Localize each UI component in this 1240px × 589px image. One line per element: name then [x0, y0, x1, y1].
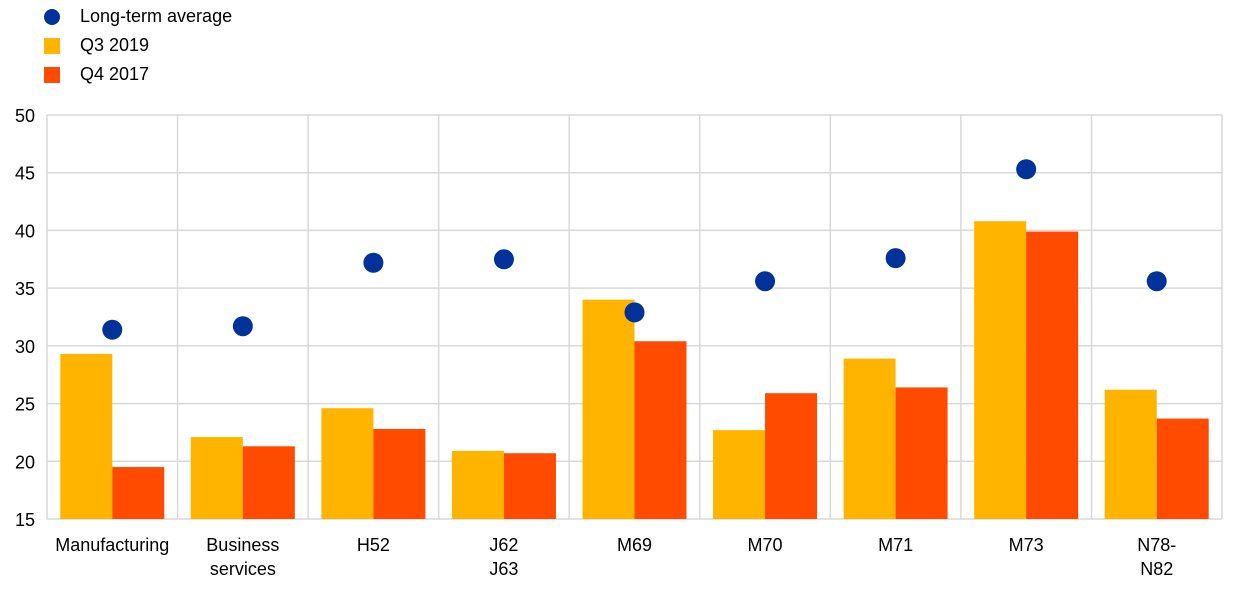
- legend-item-q4-2017: Q4 2017: [44, 60, 232, 89]
- dot-long-term-average: [1146, 271, 1167, 292]
- x-tick-label: services: [210, 559, 276, 579]
- bar-q3-2019: [1104, 389, 1157, 519]
- x-tick-label: J63: [489, 559, 518, 579]
- bar-q4-2017: [1026, 231, 1079, 519]
- legend-item-long-term-average: Long-term average: [44, 2, 232, 31]
- x-tick-label: N82: [1140, 559, 1173, 579]
- x-tick-label: M73: [1009, 535, 1044, 555]
- bar-q4-2017: [1156, 418, 1209, 519]
- y-tick-label: 15: [15, 510, 35, 530]
- dot-long-term-average: [1016, 159, 1037, 180]
- bar-q3-2019: [974, 221, 1027, 520]
- x-tick-label: J62: [489, 535, 518, 555]
- dot-long-term-average: [493, 249, 514, 270]
- x-tick-label: N78-: [1137, 535, 1176, 555]
- y-tick-label: 25: [15, 395, 35, 415]
- dot-long-term-average: [232, 316, 253, 337]
- legend-swatch-long-term-average: [44, 8, 60, 25]
- legend-label: Q4 2017: [80, 64, 150, 84]
- dot-long-term-average: [624, 302, 645, 323]
- dot-long-term-average: [755, 271, 776, 292]
- bar-q4-2017: [895, 387, 948, 519]
- bar-q3-2019: [843, 358, 896, 519]
- dot-long-term-average: [363, 252, 384, 273]
- bar-q3-2019: [60, 353, 113, 519]
- chart-legend: Long-term average Q3 2019 Q4 2017: [44, 2, 232, 89]
- bar-q4-2017: [634, 341, 687, 519]
- bar-q3-2019: [582, 299, 635, 519]
- bar-q4-2017: [503, 453, 556, 519]
- y-tick-label: 50: [15, 106, 35, 126]
- x-tick-label: M70: [748, 535, 783, 555]
- bar-q4-2017: [373, 428, 426, 519]
- y-tick-label: 30: [15, 337, 35, 357]
- y-tick-label: 35: [15, 279, 35, 299]
- y-tick-label: 40: [15, 221, 35, 241]
- dot-long-term-average: [102, 319, 123, 340]
- legend-swatch-q3-2019: [44, 37, 60, 54]
- x-tick-label: M71: [878, 535, 913, 555]
- legend-label: Q3 2019: [80, 35, 150, 55]
- bar-q3-2019: [321, 408, 374, 519]
- bar-q4-2017: [242, 446, 295, 519]
- x-tick-label: M69: [617, 535, 652, 555]
- dot-long-term-average: [885, 248, 906, 269]
- y-tick-label: 20: [15, 452, 35, 472]
- bar-q3-2019: [713, 430, 766, 519]
- x-tick-label: H52: [357, 535, 390, 555]
- bar-q4-2017: [765, 393, 818, 519]
- legend-item-q3-2019: Q3 2019: [44, 31, 232, 60]
- bar-q3-2019: [190, 437, 243, 519]
- x-tick-label: Manufacturing: [55, 535, 169, 555]
- legend-label: Long-term average: [80, 6, 233, 26]
- legend-swatch-q4-2017: [44, 66, 60, 83]
- bar-q4-2017: [112, 467, 165, 519]
- y-tick-label: 45: [15, 164, 35, 184]
- x-tick-label: Business: [206, 535, 279, 555]
- bar-q3-2019: [451, 450, 504, 519]
